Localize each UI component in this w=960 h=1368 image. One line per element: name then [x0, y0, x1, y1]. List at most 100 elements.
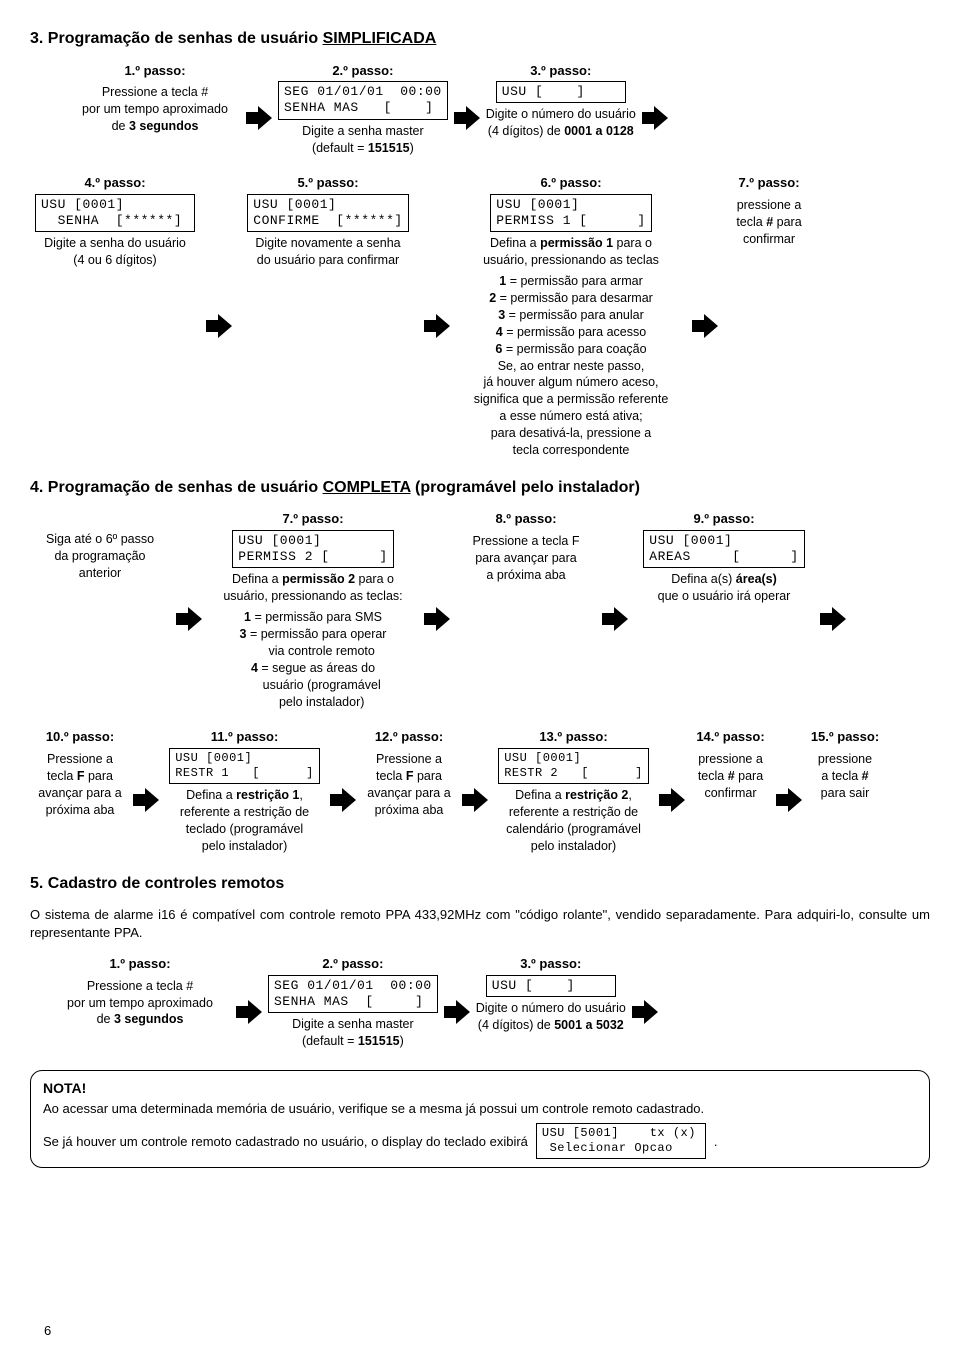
- note-line2: Se já houver um controle remoto cadastra…: [43, 1123, 917, 1159]
- step-4-14: 14.º passo: pressione atecla # paraconfi…: [688, 728, 773, 801]
- step-4-13-lcd: USU [0001] RESTR 2 [ ]: [498, 748, 649, 784]
- step-3-7: 7.º passo: pressione atecla # paraconfir…: [724, 174, 814, 247]
- note-line1: Ao acessar uma determinada memória de us…: [43, 1100, 917, 1118]
- arrow-icon: [820, 607, 846, 631]
- step-4-intro: Siga até o 6º passoda programaçãoanterio…: [30, 528, 170, 582]
- page-number: 6: [44, 1322, 51, 1340]
- section5-intro: O sistema de alarme i16 é compatível com…: [30, 906, 930, 941]
- section5-title: 5. Cadastro de controles remotos: [30, 873, 930, 895]
- step-5-1-caption: Pressione a tecla #por um tempo aproxima…: [67, 978, 213, 1029]
- step-4-7-label: 7.º passo:: [282, 510, 343, 528]
- step-4-11-caption: Defina a restrição 1,referente a restriç…: [180, 787, 309, 855]
- step-4-10-caption: Pressione atecla F paraavançar para apró…: [38, 751, 121, 819]
- step-4-intro-text: Siga até o 6º passoda programaçãoanterio…: [46, 531, 154, 582]
- step-4-7: 7.º passo: USU [0001] PERMISS 2 [ ] Defi…: [208, 510, 418, 710]
- note-box: NOTA! Ao acessar uma determinada memória…: [30, 1070, 930, 1168]
- arrow-icon: [776, 788, 802, 812]
- step-4-13-label: 13.º passo:: [539, 728, 607, 746]
- step-3-5-label: 5.º passo:: [297, 174, 358, 192]
- arrow-icon: [424, 314, 450, 338]
- section4-title-suffix: (programável pelo instalador): [411, 479, 640, 496]
- arrow-icon: [206, 314, 232, 338]
- section4-title-prefix: 4. Programação de senhas de usuário: [30, 479, 323, 496]
- step-5-2-caption: Digite a senha master(default = 151515): [292, 1016, 414, 1050]
- arrow-icon: [133, 788, 159, 812]
- section3-title-prefix: 3. Programação de senhas de usuário: [30, 30, 323, 47]
- step-4-11-label: 11.º passo:: [211, 728, 279, 746]
- section3-title: 3. Programação de senhas de usuário SIMP…: [30, 28, 930, 50]
- step-3-4-label: 4.º passo:: [84, 174, 145, 192]
- step-5-3-caption: Digite o número do usuário(4 dígitos) de…: [476, 1000, 626, 1034]
- step-4-9: 9.º passo: USU [0001] AREAS [ ] Defina a…: [634, 510, 814, 605]
- step-3-6-caption: Defina a permissão 1 para ousuário, pres…: [483, 235, 659, 269]
- arrow-icon: [602, 607, 628, 631]
- step-3-3: 3.º passo: USU [ ] Digite o número do us…: [486, 62, 636, 141]
- section4-title: 4. Programação de senhas de usuário COMP…: [30, 477, 930, 499]
- step-4-7-perms: 1 = permissão para SMS3 = permissão para…: [240, 609, 387, 710]
- step-4-12-label: 12.º passo:: [375, 728, 443, 746]
- arrow-icon: [236, 1000, 262, 1024]
- step-3-1: 1.º passo: Pressione a tecla #por um tem…: [70, 62, 240, 135]
- arrow-icon: [176, 607, 202, 631]
- step-4-15-label: 15.º passo:: [811, 728, 879, 746]
- arrow-icon: [632, 1000, 658, 1024]
- step-4-15: 15.º passo: pressionea tecla #para sair: [805, 728, 885, 801]
- step-4-7-lcd: USU [0001] PERMISS 2 [ ]: [232, 530, 393, 569]
- step-4-15-caption: pressionea tecla #para sair: [818, 751, 872, 802]
- step-3-7-caption: pressione atecla # paraconfirmar: [736, 197, 801, 248]
- step-5-2: 2.º passo: SEG 01/01/01 00:00 SENHA MAS …: [268, 955, 438, 1050]
- step-3-6-perms: 1 = permissão para armar2 = permissão pa…: [474, 273, 669, 459]
- step-4-10-label: 10.º passo:: [46, 728, 114, 746]
- step-3-2-label: 2.º passo:: [332, 62, 393, 80]
- step-3-5-lcd: USU [0001] CONFIRME [******]: [247, 194, 408, 233]
- step-4-12: 12.º passo: Pressione atecla F paraavanç…: [359, 728, 459, 818]
- step-4-8: 8.º passo: Pressione a tecla Fpara avanç…: [456, 510, 596, 583]
- step-5-3-lcd: USU [ ]: [486, 975, 616, 997]
- arrow-icon: [454, 106, 480, 130]
- step-3-6-lcd: USU [0001] PERMISS 1 [ ]: [490, 194, 651, 233]
- step-3-7-label: 7.º passo:: [738, 174, 799, 192]
- step-4-11-lcd: USU [0001] RESTR 1 [ ]: [169, 748, 320, 784]
- step-3-2: 2.º passo: SEG 01/01/01 00:00 SENHA MAS …: [278, 62, 448, 157]
- step-5-1: 1.º passo: Pressione a tecla #por um tem…: [50, 955, 230, 1028]
- step-3-4-caption: Digite a senha do usuário(4 ou 6 dígitos…: [44, 235, 186, 269]
- step-5-2-lcd: SEG 01/01/01 00:00 SENHA MAS [ ]: [268, 975, 438, 1014]
- step-3-1-label: 1.º passo:: [124, 62, 185, 80]
- step-5-1-label: 1.º passo:: [109, 955, 170, 973]
- step-4-8-caption: Pressione a tecla Fpara avançar paraa pr…: [473, 533, 580, 584]
- step-4-9-caption: Defina a(s) área(s)que o usuário irá ope…: [658, 571, 791, 605]
- step-4-7-caption: Defina a permissão 2 para ousuário, pres…: [223, 571, 402, 605]
- step-4-13: 13.º passo: USU [0001] RESTR 2 [ ] Defin…: [491, 728, 656, 854]
- step-3-3-caption: Digite o número do usuário(4 dígitos) de…: [486, 106, 636, 140]
- section4-row2: 10.º passo: Pressione atecla F paraavanç…: [30, 728, 930, 854]
- arrow-icon: [246, 106, 272, 130]
- step-3-1-caption: Pressione a tecla #por um tempo aproxima…: [82, 84, 228, 135]
- step-4-12-caption: Pressione atecla F paraavançar para apró…: [367, 751, 450, 819]
- step-3-5: 5.º passo: USU [0001] CONFIRME [******] …: [238, 174, 418, 269]
- note-title: NOTA!: [43, 1079, 917, 1098]
- step-4-14-label: 14.º passo:: [696, 728, 764, 746]
- arrow-icon: [462, 788, 488, 812]
- step-3-3-label: 3.º passo:: [530, 62, 591, 80]
- step-3-3-lcd: USU [ ]: [496, 81, 626, 103]
- step-4-8-label: 8.º passo:: [495, 510, 556, 528]
- step-3-2-lcd: SEG 01/01/01 00:00 SENHA MAS [ ]: [278, 81, 448, 120]
- arrow-icon: [444, 1000, 470, 1024]
- step-3-2-caption: Digite a senha master(default = 151515): [302, 123, 424, 157]
- step-3-6-label: 6.º passo:: [540, 174, 601, 192]
- arrow-icon: [330, 788, 356, 812]
- step-3-4-lcd: USU [0001] SENHA [******]: [35, 194, 195, 233]
- arrow-icon: [692, 314, 718, 338]
- arrow-icon: [424, 607, 450, 631]
- step-4-11: 11.º passo: USU [0001] RESTR 1 [ ] Defin…: [162, 728, 327, 854]
- section3-row2: 4.º passo: USU [0001] SENHA [******] Dig…: [30, 174, 930, 458]
- step-3-5-caption: Digite novamente a senhado usuário para …: [255, 235, 400, 269]
- step-3-6: 6.º passo: USU [0001] PERMISS 1 [ ] Defi…: [456, 174, 686, 458]
- section3-row1: 1.º passo: Pressione a tecla #por um tem…: [70, 62, 930, 157]
- step-5-3: 3.º passo: USU [ ] Digite o número do us…: [476, 955, 626, 1034]
- section3-title-underline: SIMPLIFICADA: [323, 30, 437, 47]
- step-5-3-label: 3.º passo:: [520, 955, 581, 973]
- step-4-9-lcd: USU [0001] AREAS [ ]: [643, 530, 804, 569]
- arrow-icon: [659, 788, 685, 812]
- step-4-9-label: 9.º passo:: [693, 510, 754, 528]
